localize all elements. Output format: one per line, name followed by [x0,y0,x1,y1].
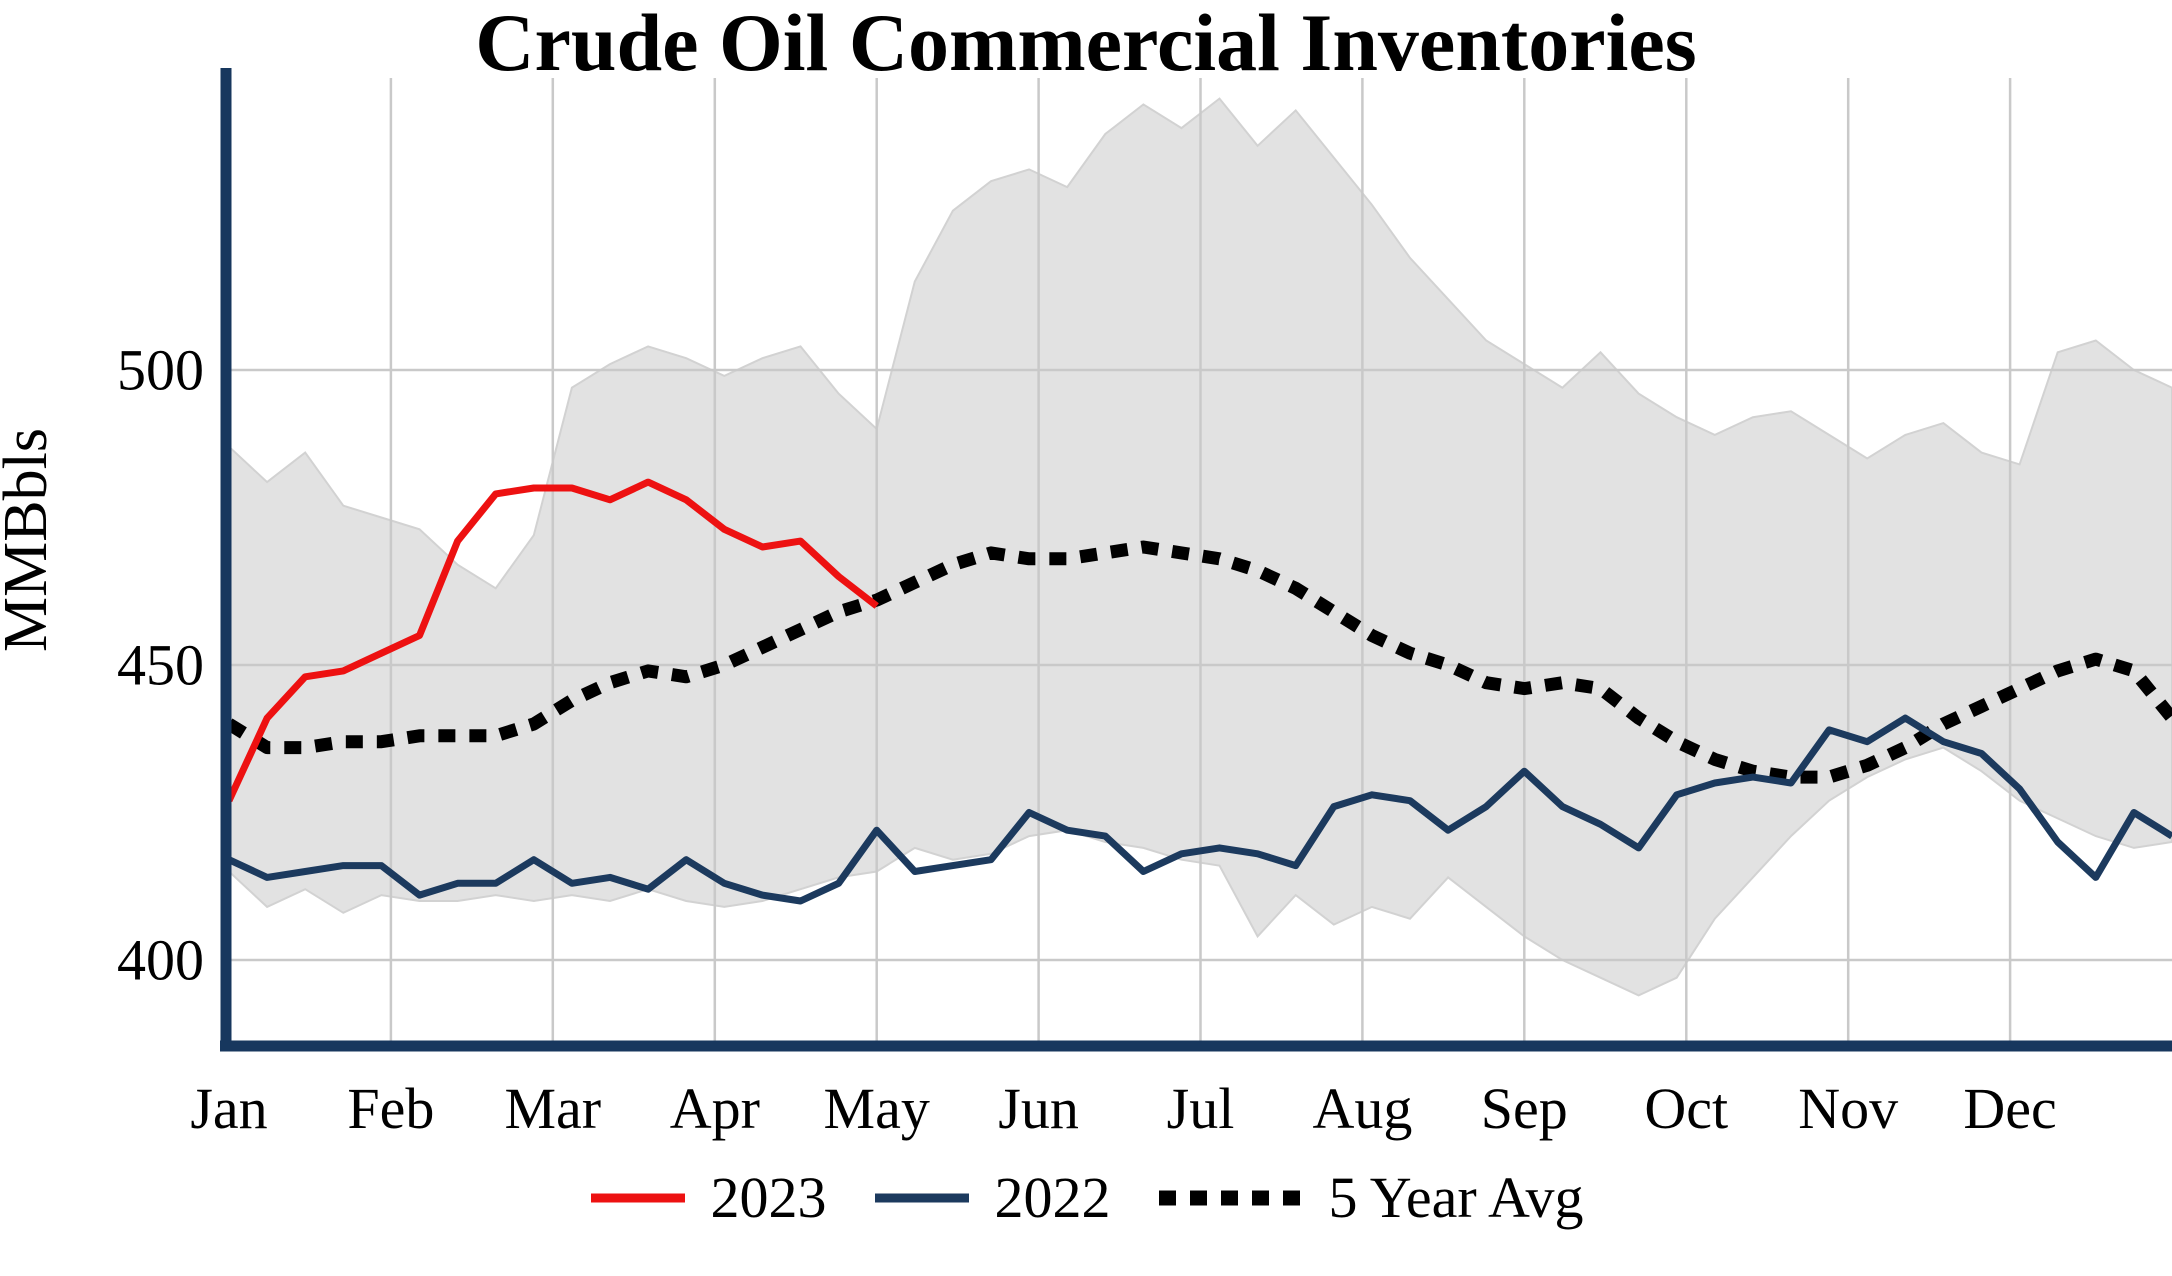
legend-item-2023: 2023 [588,1164,826,1231]
x-tick-label: Aug [1312,1076,1412,1141]
chart-legend: 2023 2022 5 Year Avg [0,1164,2172,1231]
series-line-2022 [227,714,2172,905]
x-tick-label: Nov [1798,1076,1898,1141]
legend-swatch-2023 [591,1193,686,1202]
legend-swatch-5-year-avg [1159,1190,1304,1205]
legend-label-2023: 2023 [710,1165,827,1230]
legend-label-2022: 2022 [994,1165,1111,1230]
x-tick-label: Jun [998,1076,1079,1141]
x-tick-label: Jan [190,1076,267,1141]
x-tick-label: Feb [347,1076,434,1141]
gridlines [226,78,2172,1046]
x-tick-label: Sep [1481,1076,1568,1141]
x-tick-label: May [824,1076,930,1141]
x-tick-label: Apr [670,1076,760,1141]
x-tick-label: Oct [1644,1076,1728,1141]
y-tick-label: 500 [117,338,204,403]
legend-item-5-year-avg: 5 Year Avg [1156,1164,1584,1231]
legend-label-5-year-avg: 5 Year Avg [1328,1165,1584,1230]
x-tick-label: Mar [504,1076,601,1141]
x-tick-label: Jul [1167,1076,1235,1141]
y-axis-title: MMBbls [0,428,60,652]
x-tick-label: Dec [1963,1076,2056,1141]
legend-item-2022: 2022 [872,1164,1110,1231]
legend-swatch-2022 [875,1193,970,1202]
y-tick-label: 400 [117,928,204,993]
series-line-2023 [225,478,879,803]
chart-title: Crude Oil Commercial Inventories [475,0,1697,88]
y-tick-label: 450 [117,633,204,698]
